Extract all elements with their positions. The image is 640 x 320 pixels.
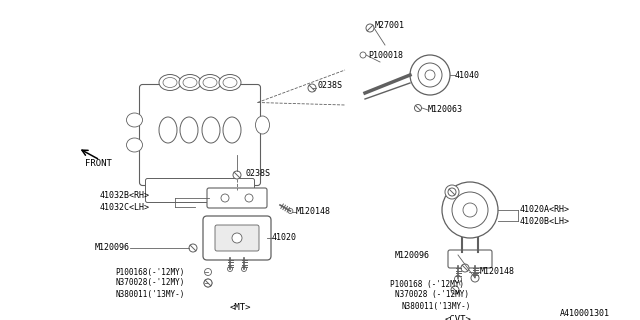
Text: N380011('13MY-): N380011('13MY-) [115,290,184,299]
Text: P100168 (-'12MY): P100168 (-'12MY) [390,281,464,290]
Circle shape [445,185,459,199]
Circle shape [205,268,211,276]
Circle shape [204,279,212,287]
FancyBboxPatch shape [140,84,260,186]
Circle shape [227,267,232,271]
Circle shape [232,233,242,243]
Circle shape [415,105,422,111]
Text: M120063: M120063 [428,106,463,115]
Ellipse shape [223,117,241,143]
Text: M27001: M27001 [375,21,405,30]
Circle shape [410,55,450,95]
Ellipse shape [219,75,241,91]
Text: 41040: 41040 [455,70,480,79]
Ellipse shape [199,75,221,91]
Ellipse shape [127,138,143,152]
Text: FRONT: FRONT [85,158,112,167]
Text: 0238S: 0238S [318,81,343,90]
FancyBboxPatch shape [145,179,255,203]
Text: P100168(-'12MY): P100168(-'12MY) [115,268,184,276]
Circle shape [452,192,488,228]
Circle shape [245,194,253,202]
Text: A410001301: A410001301 [560,308,610,317]
Circle shape [425,70,435,80]
Ellipse shape [255,116,269,134]
Ellipse shape [223,77,237,87]
Circle shape [463,203,477,217]
Ellipse shape [159,75,181,91]
Circle shape [418,63,442,87]
Circle shape [221,194,229,202]
FancyBboxPatch shape [448,250,492,268]
Text: 41020A<RH>: 41020A<RH> [520,205,570,214]
Circle shape [471,274,479,282]
Circle shape [288,209,293,213]
Circle shape [366,24,374,32]
Text: P100018: P100018 [368,51,403,60]
Text: 41032C<LH>: 41032C<LH> [100,203,150,212]
Ellipse shape [203,77,217,87]
Text: 0238S: 0238S [246,169,271,178]
Text: <MT>: <MT> [229,303,251,313]
Text: 41020B<LH>: 41020B<LH> [520,217,570,226]
Ellipse shape [179,75,201,91]
Circle shape [442,182,498,238]
Ellipse shape [159,117,177,143]
Circle shape [308,84,316,92]
Text: <CVT>: <CVT> [445,316,472,320]
Ellipse shape [163,77,177,87]
Circle shape [360,52,366,58]
Circle shape [241,267,246,271]
Circle shape [233,171,241,179]
Ellipse shape [183,77,197,87]
Circle shape [204,279,212,287]
Text: N370028(-'12MY): N370028(-'12MY) [115,278,184,287]
Text: M120148: M120148 [480,268,515,276]
Circle shape [472,275,477,279]
FancyBboxPatch shape [207,188,267,208]
FancyBboxPatch shape [203,216,271,260]
Ellipse shape [127,113,143,127]
FancyBboxPatch shape [215,225,259,251]
Circle shape [456,276,461,281]
Text: N370028 (-'12MY): N370028 (-'12MY) [395,291,469,300]
Circle shape [454,276,461,283]
Circle shape [451,286,459,294]
Circle shape [448,188,456,196]
Text: M120148: M120148 [296,207,331,217]
Ellipse shape [202,117,220,143]
Ellipse shape [180,117,198,143]
Text: M120096: M120096 [95,244,130,252]
Text: M120096: M120096 [395,251,430,260]
Text: 41020: 41020 [272,234,297,243]
Text: 41032B<RH>: 41032B<RH> [100,191,150,201]
Circle shape [461,264,469,272]
Circle shape [189,244,197,252]
Text: N380011('13MY-): N380011('13MY-) [402,301,472,310]
